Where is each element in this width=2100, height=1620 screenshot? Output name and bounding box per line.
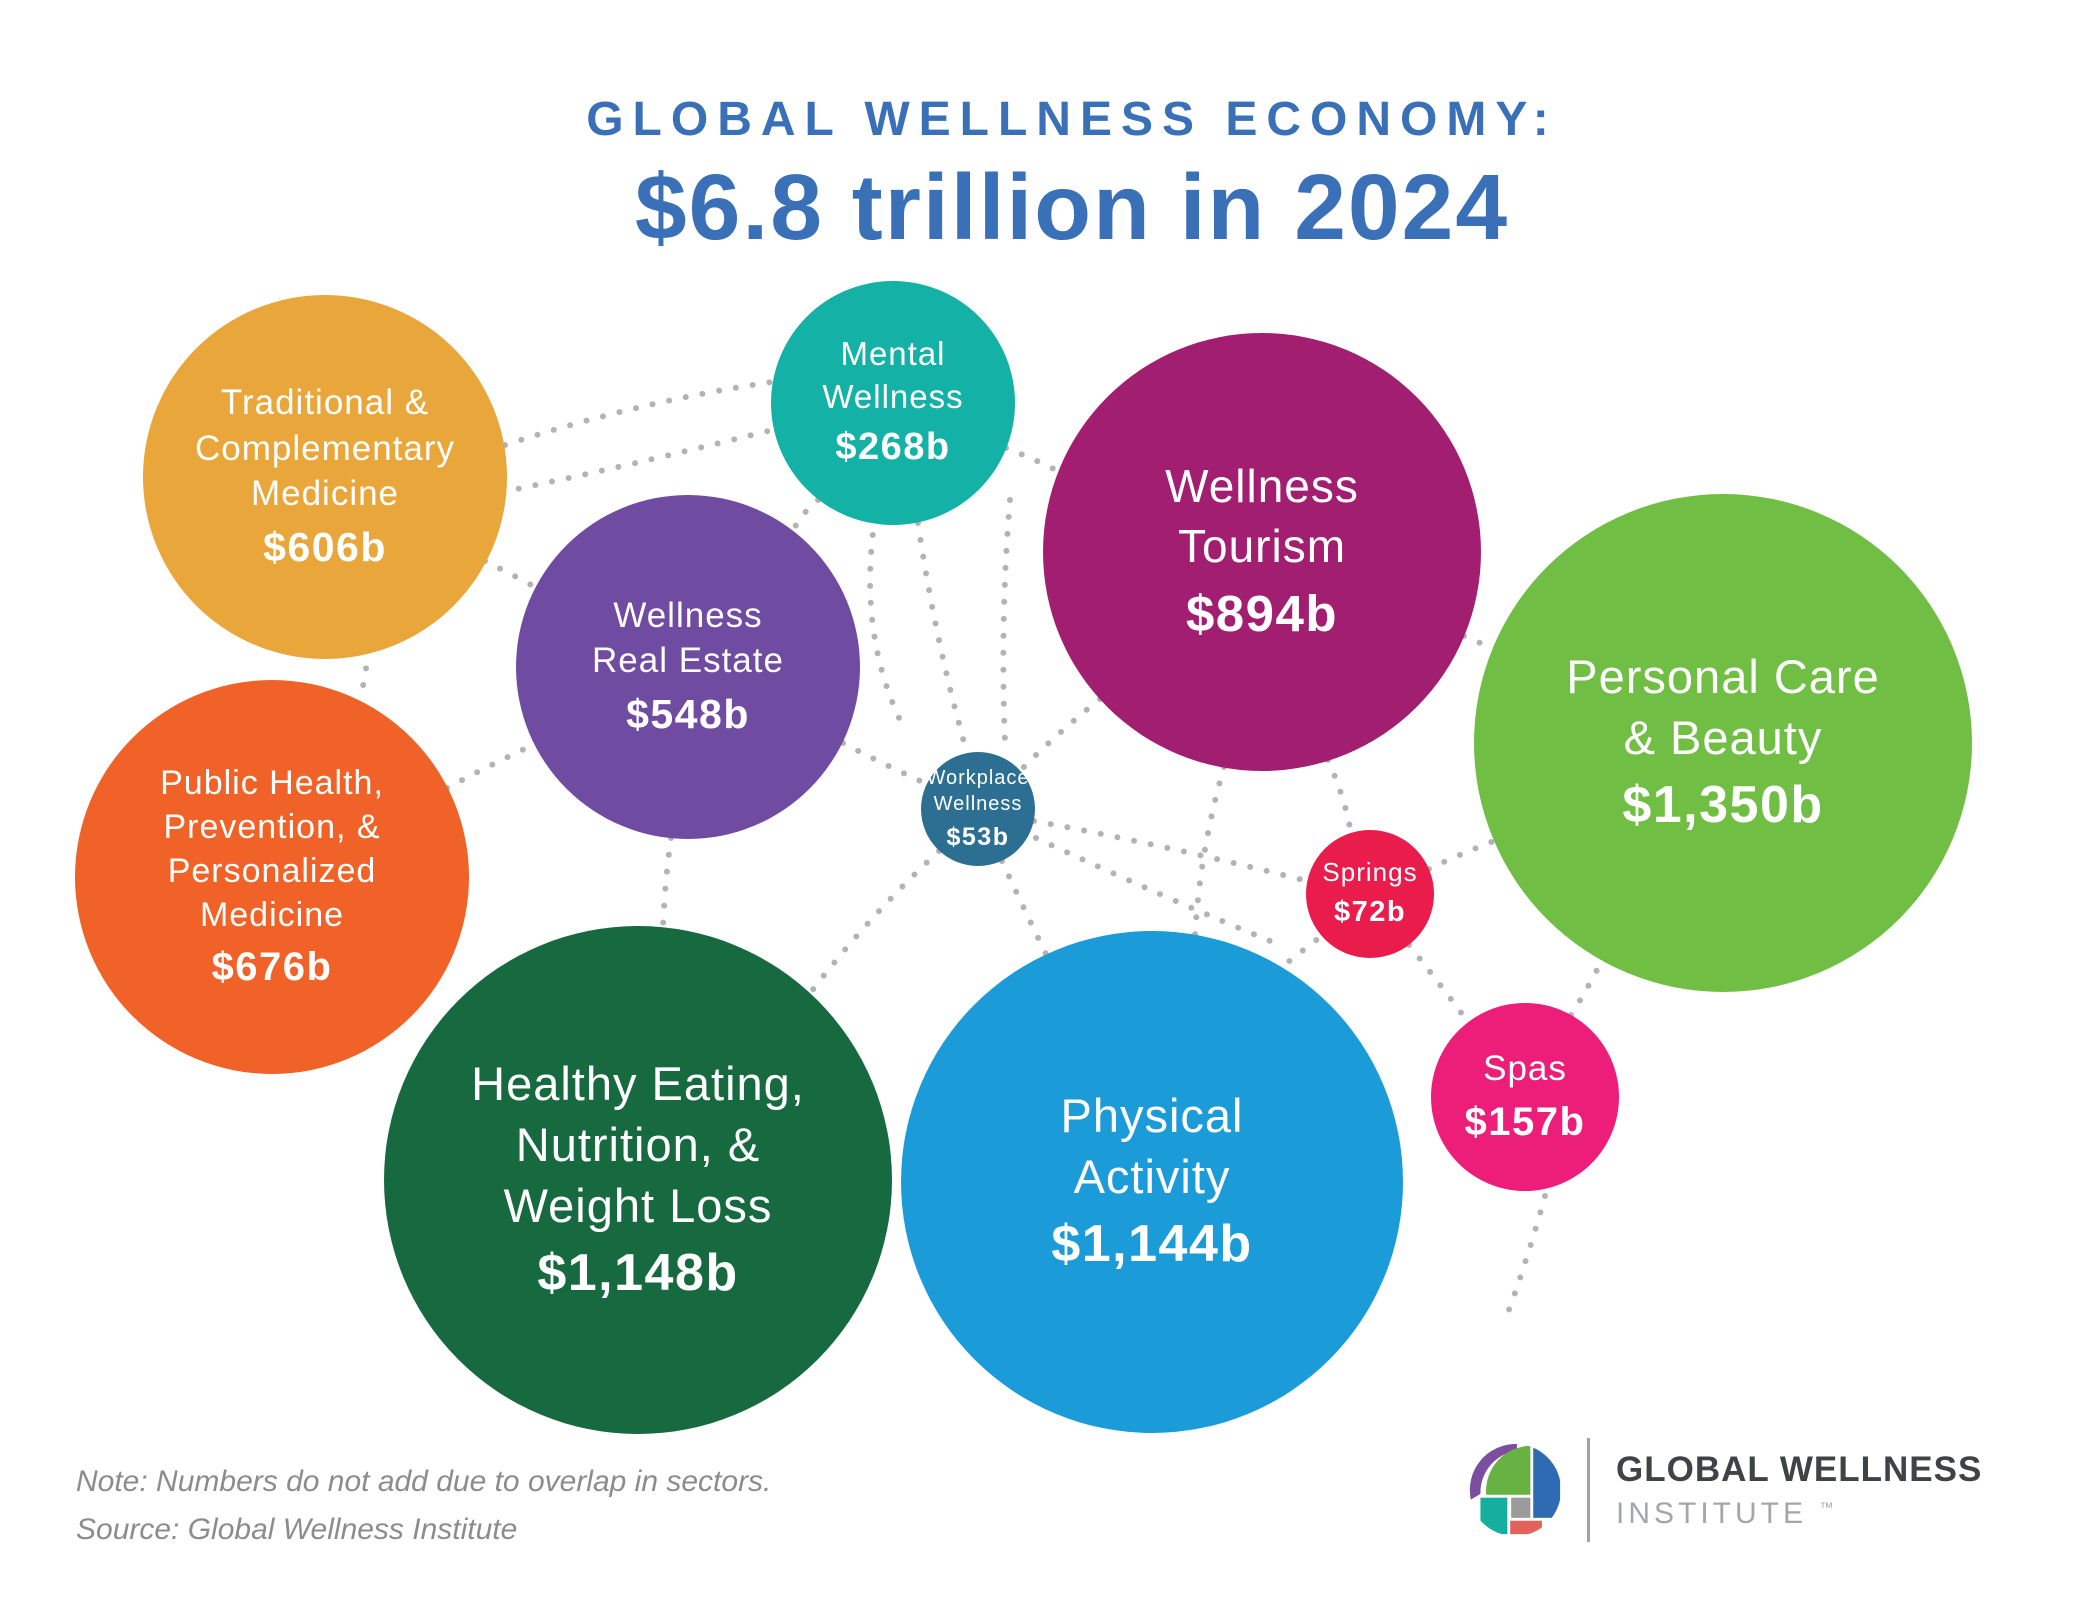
- bubble-value: $1,148b: [537, 1243, 739, 1302]
- bubble-value: $1,350b: [1622, 776, 1824, 835]
- logo-divider: [1587, 1438, 1590, 1542]
- bubble-traditional-complementary-medicine: Traditional & Complementary Medicine $606b: [143, 295, 507, 659]
- bubble-label: Personal Care & Beauty: [1566, 650, 1880, 765]
- bubble-label: Spas: [1483, 1049, 1567, 1089]
- bubble-springs: Springs $72b: [1306, 830, 1434, 958]
- bubble-value: $157b: [1464, 1099, 1586, 1144]
- bubble-healthy-eating-nutrition-weight-loss: Healthy Eating, Nutrition, & Weight Loss $1…: [384, 926, 892, 1434]
- bubble-workplace-wellness: Workplace Wellness $53b: [921, 752, 1035, 866]
- bubble-label: Wellness Real Estate: [592, 595, 784, 681]
- bubble-public-health-prevention-personalized-medicine: Public Health, Prevention, & Personalized M…: [75, 680, 469, 1074]
- bubble-value: $53b: [946, 822, 1010, 851]
- logo-purple-arc: [1469, 1443, 1517, 1500]
- footnote-source: Source: Global Wellness Institute: [76, 1513, 518, 1546]
- bubble-label: Workplace Wellness: [926, 766, 1030, 815]
- bubble-value: $606b: [263, 523, 387, 570]
- logo-wordmark: GLOBAL WELLNESS INSTITUTE ™: [1616, 1450, 1982, 1531]
- logo-blue-block: [1533, 1446, 1561, 1518]
- gwi-logo: GLOBAL WELLNESS INSTITUTE ™: [1467, 1438, 1982, 1542]
- trademark-symbol: ™: [1819, 1498, 1834, 1515]
- bubble-value: $1,144b: [1051, 1215, 1253, 1274]
- logo-name: GLOBAL WELLNESS: [1616, 1449, 1983, 1489]
- logo-green-wedge: [1486, 1445, 1531, 1495]
- bubble-wellness-tourism: Wellness Tourism $894b: [1043, 333, 1481, 771]
- logo-subname: INSTITUTE ™: [1616, 1496, 1834, 1530]
- chart-title-block: GLOBAL WELLNESS ECONOMY: $6.8 trillion i…: [22, 92, 2100, 261]
- chart-kicker: GLOBAL WELLNESS ECONOMY:: [586, 93, 1558, 146]
- bubble-wellness-real-estate: Wellness Real Estate $548b: [516, 495, 860, 839]
- bubble-label: Public Health, Prevention, & Personalized M…: [160, 763, 384, 935]
- bubble-physical-activity: Physical Activity $1,144b: [901, 931, 1403, 1433]
- bubble-label: Healthy Eating, Nutrition, & Weight Loss: [471, 1056, 805, 1232]
- gwi-logo-icon: [1469, 1443, 1561, 1535]
- bubble-spas: Spas $157b: [1431, 1003, 1619, 1191]
- chart-headline: $6.8 trillion in 2024: [634, 155, 1510, 259]
- bubble-label: Physical Activity: [1060, 1089, 1244, 1204]
- logo-teal-block: [1480, 1497, 1508, 1535]
- logo-coral-block: [1510, 1520, 1542, 1535]
- bubble-label: Wellness Tourism: [1165, 460, 1359, 572]
- bubble-value: $72b: [1333, 896, 1407, 929]
- bubble-label: Traditional & Complementary Medicine: [194, 383, 456, 514]
- footnote-block: Note: Numbers do not add due to overlap …: [76, 1458, 771, 1554]
- footnote-note: Note: Numbers do not add due to overlap …: [76, 1465, 772, 1498]
- bubble-label: Springs: [1322, 857, 1418, 888]
- bubble-value: $894b: [1185, 584, 1339, 642]
- logo-gray-block: [1511, 1497, 1531, 1518]
- bubble-label: Mental Wellness: [822, 335, 964, 416]
- bubble-personal-care-beauty: Personal Care & Beauty $1,350b: [1474, 494, 1972, 992]
- bubble-value: $548b: [626, 690, 750, 737]
- bubble-value: $268b: [835, 426, 951, 469]
- bubble-value: $676b: [211, 945, 333, 990]
- bubble-mental-wellness: Mental Wellness $268b: [771, 281, 1015, 525]
